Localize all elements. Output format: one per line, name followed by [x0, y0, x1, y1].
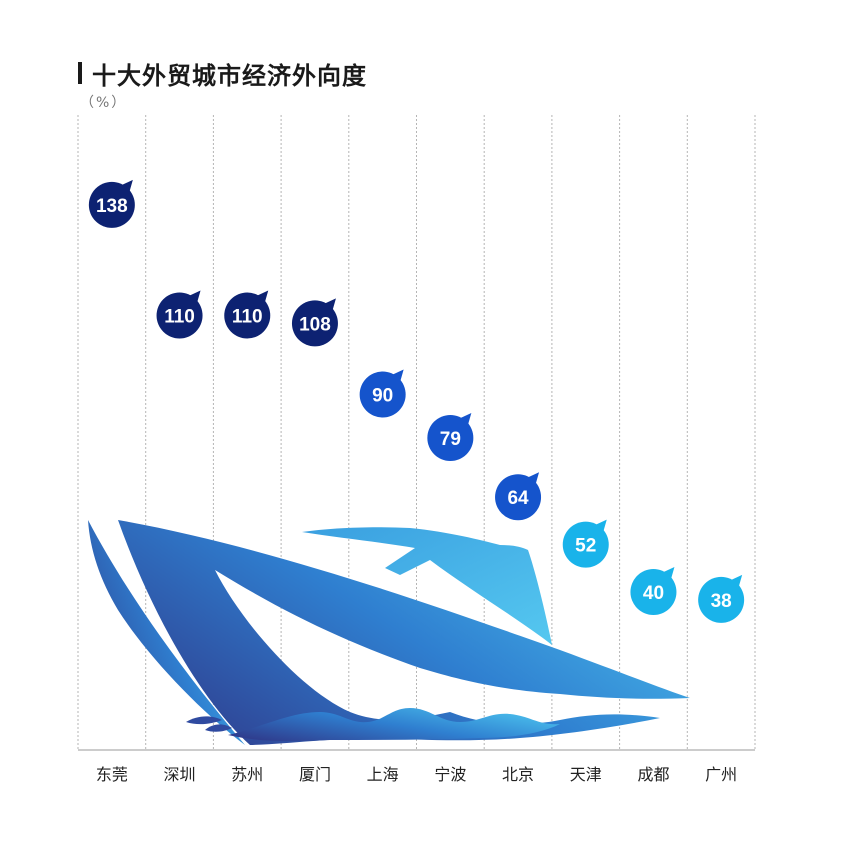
data-point: 110 [224, 290, 271, 339]
x-tick-label: 厦门 [299, 765, 331, 784]
chart-title: 十大外贸城市经济外向度 [92, 62, 367, 90]
data-label: 90 [372, 386, 393, 407]
x-tick-label: 深圳 [164, 765, 196, 784]
data-marker [562, 521, 609, 568]
data-marker [630, 569, 677, 615]
data-marker [427, 414, 474, 461]
data-marker [88, 181, 135, 228]
data-marker [291, 300, 338, 347]
data-label: 110 [164, 307, 195, 328]
data-point: 40 [630, 567, 677, 615]
grid-lines [77, 115, 756, 750]
data-point: 38 [698, 574, 745, 623]
data-label: 79 [440, 429, 461, 450]
data-point: 110 [156, 290, 203, 339]
data-marker [224, 292, 271, 339]
data-label: 108 [299, 314, 331, 335]
ship-spray [205, 724, 232, 732]
data-label: 52 [575, 536, 596, 557]
data-point: 64 [495, 472, 542, 521]
x-tick-label: 天津 [570, 765, 602, 784]
x-tick-label: 东莞 [96, 765, 128, 784]
x-axis-labels: 东莞 深圳 苏州 厦门 上海 宁波 北京 天津 成都 广州 [96, 765, 737, 784]
ship-illustration [88, 520, 690, 745]
ship-waves [228, 708, 560, 742]
data-point: 108 [291, 298, 338, 347]
ship-spray [186, 716, 222, 725]
data-label: 138 [96, 196, 128, 217]
data-marker [698, 576, 745, 623]
data-marker [359, 371, 406, 418]
data-label: 64 [507, 488, 529, 509]
ship-cabin [302, 527, 552, 645]
data-label: 110 [232, 307, 263, 328]
x-tick-label: 上海 [367, 765, 399, 784]
data-marker [495, 474, 542, 521]
x-tick-label: 成都 [637, 765, 669, 784]
data-markers: 138 110 110 108 90 79 64 52 40 38 [88, 179, 745, 623]
ship-hull [118, 520, 690, 745]
x-tick-label: 苏州 [231, 765, 263, 784]
data-point: 52 [562, 519, 609, 568]
data-marker [156, 292, 203, 339]
data-point: 79 [427, 412, 474, 461]
x-tick-label: 广州 [705, 765, 737, 784]
data-label: 38 [711, 591, 732, 612]
data-point: 138 [88, 179, 135, 228]
unit-label: （%） [80, 95, 128, 111]
data-label: 40 [643, 583, 664, 604]
title-accent-bar [78, 62, 82, 84]
data-point: 90 [359, 369, 406, 418]
x-tick-label: 宁波 [434, 765, 466, 784]
x-tick-label: 北京 [502, 765, 534, 784]
